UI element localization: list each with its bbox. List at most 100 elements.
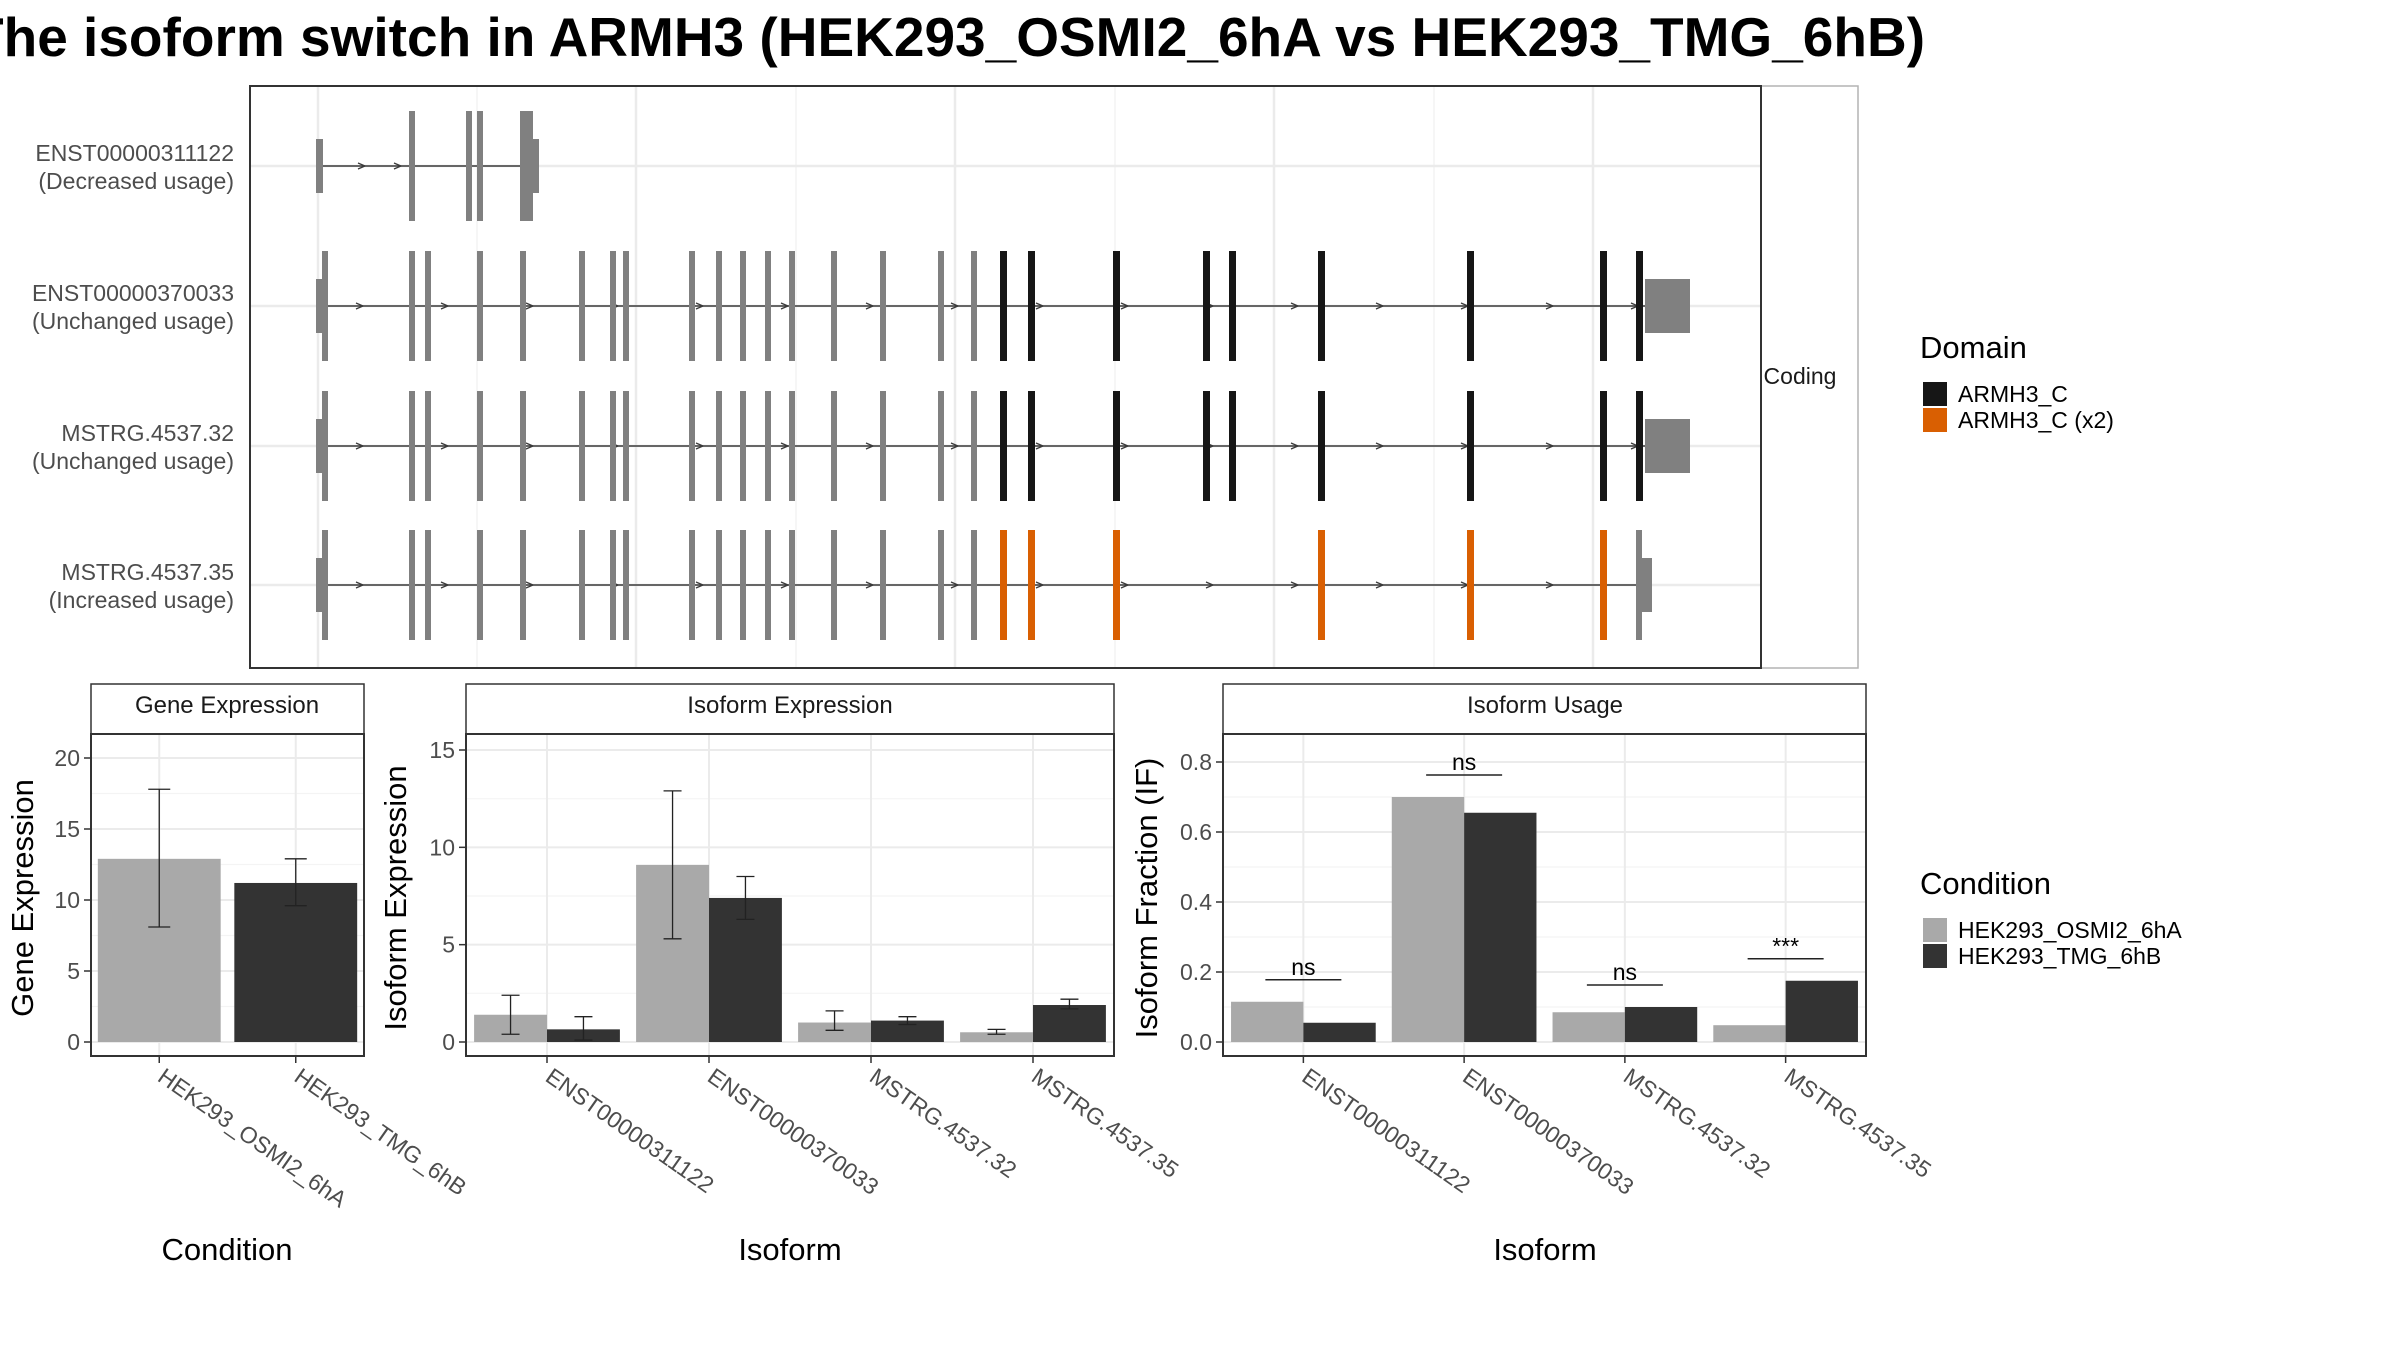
direction-arrow bbox=[1035, 442, 1045, 450]
direction-arrow bbox=[780, 302, 790, 310]
direction-arrow bbox=[865, 581, 875, 589]
direction-arrow bbox=[525, 302, 535, 310]
direction-arrow bbox=[950, 581, 960, 589]
exon-noncoding bbox=[880, 391, 886, 501]
transcript-MSTRG.4537.35 bbox=[316, 530, 1652, 640]
exon-noncoding bbox=[425, 251, 431, 361]
transcript-ENST00000370033 bbox=[316, 251, 1690, 361]
exon-domain bbox=[1318, 391, 1325, 501]
exon-noncoding bbox=[716, 251, 722, 361]
exon-domain bbox=[1000, 530, 1007, 640]
isoform-row-label: ENST00000311122 bbox=[35, 140, 234, 166]
exon-noncoding bbox=[610, 251, 616, 361]
exon-noncoding bbox=[716, 530, 722, 640]
utr-exon bbox=[316, 139, 323, 193]
exon-domain bbox=[1229, 391, 1236, 501]
direction-arrow bbox=[440, 442, 450, 450]
exon-domain bbox=[1600, 391, 1607, 501]
exon-domain bbox=[1028, 251, 1035, 361]
y-tick-label: 10 bbox=[429, 834, 455, 860]
exon-domain bbox=[1467, 530, 1474, 640]
exon-noncoding bbox=[477, 111, 483, 221]
direction-arrow bbox=[1545, 302, 1555, 310]
gene-expression-y-title: Gene Expression bbox=[5, 779, 40, 1017]
legend-key-0 bbox=[1923, 382, 1947, 406]
exon-noncoding bbox=[740, 530, 746, 640]
bar-HEK293_OSMI2_6hA-MSTRG.4537.35 bbox=[960, 1032, 1033, 1042]
bars bbox=[97, 788, 358, 1042]
direction-arrow bbox=[780, 442, 790, 450]
bar-HEK293_TMG_6hB-ENST00000370033 bbox=[1464, 812, 1537, 1042]
exon-noncoding bbox=[765, 530, 771, 640]
y-tick-label: 5 bbox=[67, 958, 80, 984]
utr-exon bbox=[316, 558, 323, 612]
exon-noncoding bbox=[477, 530, 483, 640]
significance-label: ns bbox=[1452, 749, 1476, 775]
exon-noncoding bbox=[789, 530, 795, 640]
exon-domain bbox=[1318, 251, 1325, 361]
direction-arrow bbox=[1035, 302, 1045, 310]
exon-domain bbox=[1636, 391, 1643, 501]
exon-noncoding bbox=[610, 530, 616, 640]
exon-domain bbox=[1318, 530, 1325, 640]
direction-arrow bbox=[440, 581, 450, 589]
exon-noncoding bbox=[971, 391, 977, 501]
direction-arrow bbox=[1120, 442, 1130, 450]
direction-arrow bbox=[1290, 581, 1300, 589]
bar-HEK293_TMG_6hB-MSTRG.4537.35 bbox=[1033, 1005, 1106, 1042]
legend-label-0: ARMH3_C bbox=[1958, 381, 2068, 407]
utr-exon-3prime bbox=[1645, 419, 1690, 473]
direction-arrow bbox=[525, 581, 535, 589]
exon-noncoding bbox=[831, 251, 837, 361]
exon-noncoding bbox=[610, 391, 616, 501]
exon-domain bbox=[1203, 251, 1210, 361]
exon-noncoding bbox=[880, 251, 886, 361]
utr-exon-3prime bbox=[532, 139, 539, 193]
gene-expression-x-title: Condition bbox=[162, 1232, 293, 1267]
y-tick-label: 0.8 bbox=[1180, 749, 1212, 775]
bar-HEK293_OSMI2_6hA-MSTRG.4537.32 bbox=[798, 1022, 871, 1042]
significance-label: ns bbox=[1291, 954, 1315, 980]
y-tick-label: 15 bbox=[429, 737, 455, 763]
x-tick-label: MSTRG.4537.35 bbox=[1780, 1063, 1936, 1183]
isoform-expression-strip-title: Isoform Expression bbox=[687, 692, 892, 719]
direction-arrow bbox=[440, 302, 450, 310]
isoform-usage-label: (Unchanged usage) bbox=[32, 308, 234, 334]
direction-arrow bbox=[1545, 442, 1555, 450]
panel-border bbox=[90, 733, 365, 1057]
bar-HEK293_OSMI2_6hA-MSTRG.4537.32 bbox=[1552, 1012, 1625, 1042]
x-tick-label: ENST00000370033 bbox=[703, 1063, 883, 1200]
bar-HEK293_OSMI2_6hA-MSTRG.4537.35 bbox=[1713, 1025, 1786, 1042]
isoform-usage-panel: 0.0 0.2 0.4 0.6 0.8 Isoform Usage Isoform Is… bbox=[1129, 683, 1936, 1267]
y-tick-label: 20 bbox=[54, 745, 80, 771]
isoform-row-label: ENST00000370033 bbox=[32, 280, 234, 306]
exon-domain bbox=[1000, 251, 1007, 361]
exon-noncoding bbox=[938, 391, 944, 501]
exon-domain bbox=[1636, 251, 1643, 361]
exon-noncoding bbox=[409, 251, 415, 361]
isoform-structure-panel: ENST00000311122(Decreased usage) ENST0000… bbox=[32, 85, 1859, 669]
direction-arrow bbox=[393, 162, 403, 170]
structure-facet-label: Coding bbox=[1764, 363, 1837, 389]
direction-arrow bbox=[950, 302, 960, 310]
y-tick-label: 0.0 bbox=[1180, 1029, 1212, 1055]
x-tick-label: ENST00000311122 bbox=[541, 1063, 719, 1198]
direction-arrow bbox=[1035, 581, 1045, 589]
direction-arrow bbox=[1290, 302, 1300, 310]
direction-arrow bbox=[355, 581, 365, 589]
bars: ns ns ns *** bbox=[1231, 749, 1858, 1042]
exon-noncoding bbox=[623, 251, 629, 361]
exon-domain bbox=[1467, 251, 1474, 361]
direction-arrow bbox=[695, 442, 705, 450]
exon-noncoding bbox=[971, 251, 977, 361]
panel-background bbox=[466, 734, 1114, 1056]
panel-strip bbox=[465, 683, 1115, 735]
exon-noncoding bbox=[1636, 530, 1642, 640]
bar-HEK293_TMG_6hB bbox=[234, 882, 358, 1042]
exon-noncoding bbox=[689, 251, 695, 361]
exon-noncoding bbox=[623, 530, 629, 640]
significance-label: ns bbox=[1613, 959, 1637, 985]
exon-noncoding bbox=[938, 251, 944, 361]
exon-noncoding bbox=[520, 530, 526, 640]
bar-HEK293_TMG_6hB-MSTRG.4537.35 bbox=[1785, 980, 1858, 1042]
